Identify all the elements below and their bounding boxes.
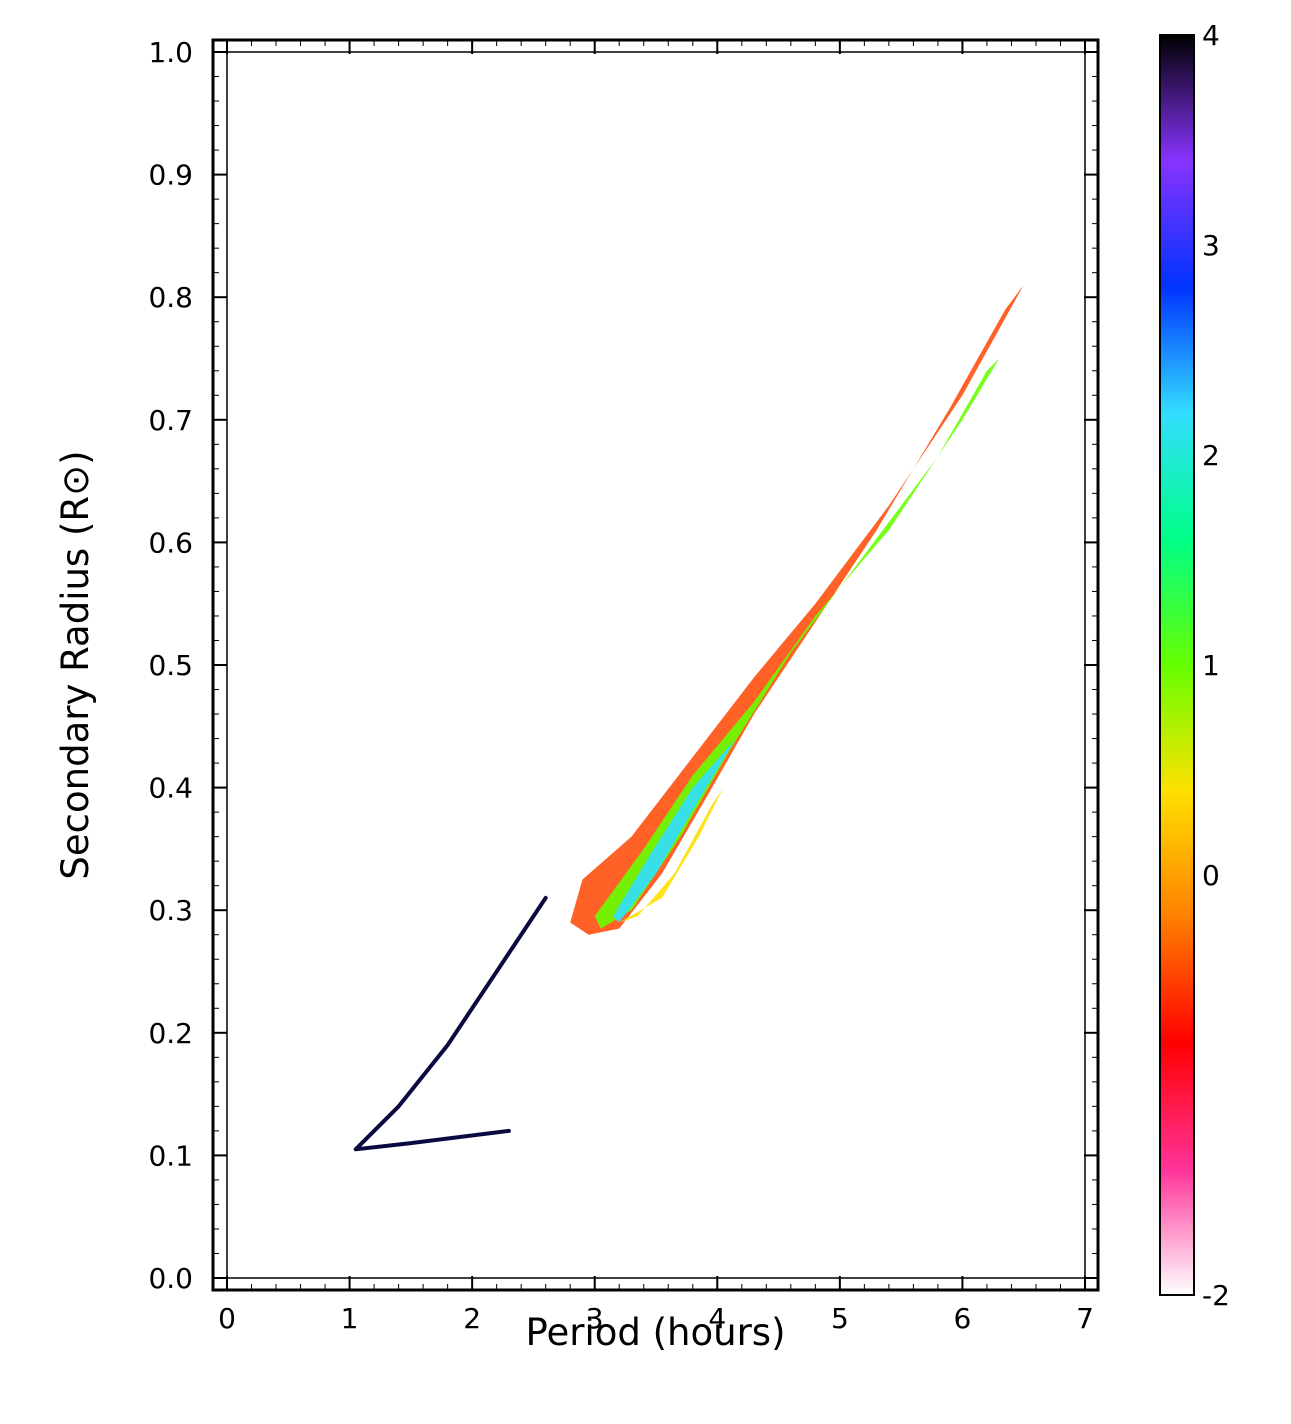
- x-tick-label: 1: [341, 1302, 359, 1335]
- x-tick-label: 7: [1076, 1302, 1094, 1335]
- y-tick-label: 0.3: [148, 894, 193, 927]
- colorbar-tick-label: 3: [1202, 229, 1220, 262]
- y-tick-label: 0.7: [148, 404, 193, 437]
- colorbar: -2 0 1 2 3 4: [1159, 19, 1230, 1312]
- x-axis-label: Period (hours): [525, 1311, 785, 1354]
- colorbar-tick-label: 1: [1202, 649, 1220, 682]
- x-tick-label: 5: [831, 1302, 849, 1335]
- x-tick-label: 4: [708, 1302, 726, 1335]
- y-tick-label: 0.0: [148, 1262, 193, 1295]
- y-tick-label: 1.0: [148, 36, 193, 69]
- y-axis-label: Secondary Radius (R⊙): [54, 450, 97, 879]
- data-upper-branch: [570, 284, 1024, 935]
- x-tick-label: 3: [586, 1302, 604, 1335]
- plot-frame-inner: [226, 51, 1086, 1279]
- colorbar-tick-label: 2: [1202, 439, 1220, 472]
- x-tick-label: 2: [463, 1302, 481, 1335]
- colorbar-scale: [1159, 34, 1195, 1296]
- data-ridge-core: [613, 738, 736, 923]
- y-tick-label: 0.8: [148, 281, 193, 314]
- colorbar-tick-label: 4: [1202, 19, 1220, 52]
- y-tick-label: 0.1: [148, 1139, 193, 1172]
- y-tick-label: 0.9: [148, 159, 193, 192]
- plot-area: 0 1 2 3 4 5 6 7 0.0 0.1 0.2 0.3 0.4 0.5 0.6 0.7 0.8 0.9 1.…: [148, 36, 1100, 1335]
- y-tick-label: 0.5: [148, 649, 193, 682]
- x-tick-label: 6: [954, 1302, 972, 1335]
- data-short-period-track: [353, 895, 548, 1152]
- y-tick-label: 0.2: [148, 1017, 193, 1050]
- colorbar-tick-label: 0: [1202, 859, 1220, 892]
- colorbar-tick-label: -2: [1202, 1279, 1230, 1312]
- x-tick-label: 0: [218, 1302, 236, 1335]
- y-tick-label: 0.6: [148, 526, 193, 559]
- y-tick-label: 0.4: [148, 772, 193, 805]
